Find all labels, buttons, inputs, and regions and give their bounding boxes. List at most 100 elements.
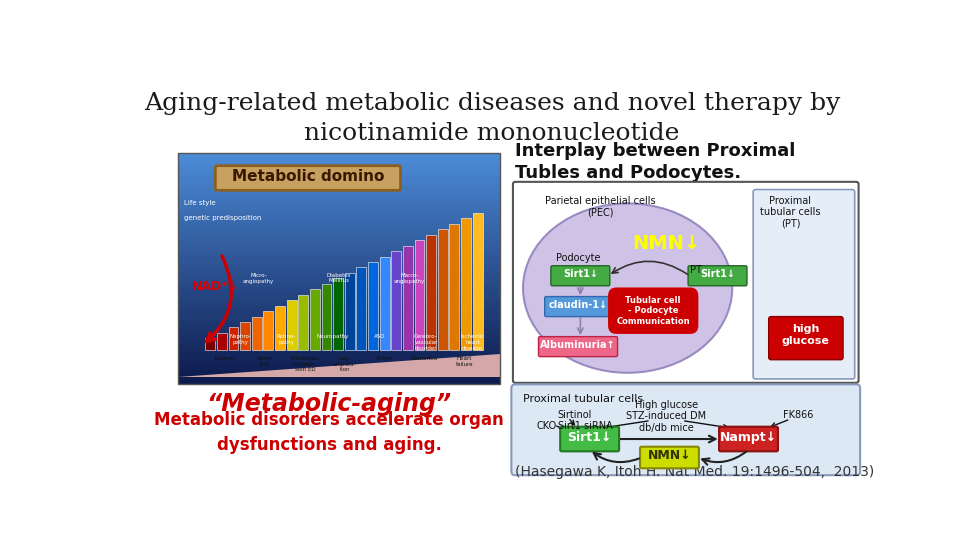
Bar	[179, 324, 500, 329]
Bar	[179, 208, 500, 213]
Bar	[228, 327, 238, 350]
Text: NMN↓: NMN↓	[648, 449, 691, 462]
Bar	[179, 356, 500, 361]
FancyBboxPatch shape	[544, 296, 612, 316]
Bar	[205, 338, 215, 350]
Bar	[179, 273, 500, 278]
Bar	[179, 375, 500, 380]
FancyBboxPatch shape	[539, 336, 617, 356]
Text: Cerebro-
vascular
disorder: Cerebro- vascular disorder	[415, 334, 438, 351]
Bar	[179, 296, 500, 301]
Bar	[179, 315, 500, 320]
Bar	[392, 251, 401, 350]
Text: Diabetes
Mellitus: Diabetes Mellitus	[326, 273, 351, 284]
Text: Proximal
tubular cells
(PT): Proximal tubular cells (PT)	[760, 195, 821, 229]
Bar	[179, 287, 500, 292]
Text: Proximal tubular cells: Proximal tubular cells	[523, 394, 643, 404]
Bar	[179, 190, 500, 195]
Bar	[179, 310, 500, 315]
Text: genetic predisposition: genetic predisposition	[184, 215, 262, 221]
Text: Vision
loss: Vision loss	[257, 356, 274, 367]
Text: Metabolic disorders accelerate organ
dysfunctions and aging.: Metabolic disorders accelerate organ dys…	[155, 411, 504, 454]
Bar	[179, 301, 500, 306]
Bar	[310, 289, 320, 350]
Text: Orthostatic
hypoten-
sion ED: Orthostatic hypoten- sion ED	[290, 356, 321, 373]
Text: CKO: CKO	[537, 421, 557, 430]
Text: Nephro-
pathy: Nephro- pathy	[229, 334, 252, 345]
Text: “Metabolic-aging”: “Metabolic-aging”	[206, 392, 452, 416]
Text: Heart
failure: Heart failure	[456, 356, 473, 367]
Bar	[179, 227, 500, 232]
Bar	[179, 241, 500, 246]
FancyBboxPatch shape	[215, 166, 400, 190]
Text: Sirt1↓: Sirt1↓	[567, 431, 612, 444]
Text: Micro-
angiopathy: Micro- angiopathy	[243, 273, 275, 284]
Text: ASO: ASO	[373, 334, 385, 339]
FancyArrowPatch shape	[702, 451, 746, 465]
Bar	[179, 181, 500, 186]
Text: FK866: FK866	[783, 410, 813, 420]
Bar	[179, 264, 500, 269]
FancyArrowPatch shape	[612, 261, 687, 274]
Bar	[179, 232, 500, 237]
Bar	[403, 246, 413, 350]
Bar	[345, 273, 354, 350]
FancyBboxPatch shape	[551, 266, 610, 286]
FancyBboxPatch shape	[719, 427, 778, 451]
Text: claudin-1↓: claudin-1↓	[548, 300, 608, 310]
Bar	[179, 245, 500, 251]
Text: (Hasegawa K, Itoh H. Nat Med. 19:1496-504,  2013): (Hasegawa K, Itoh H. Nat Med. 19:1496-50…	[516, 465, 875, 479]
FancyArrowPatch shape	[206, 256, 231, 341]
Text: Tubular cell
- Podocyte
Communication: Tubular cell - Podocyte Communication	[616, 296, 690, 326]
Bar	[179, 319, 500, 325]
Text: Sirt1↓: Sirt1↓	[700, 269, 735, 279]
Bar	[322, 284, 331, 350]
Bar	[426, 235, 436, 350]
Bar	[179, 306, 500, 310]
Text: Dialysis: Dialysis	[214, 356, 236, 361]
Bar	[179, 379, 500, 384]
Bar	[356, 267, 367, 350]
Bar	[461, 218, 471, 350]
FancyBboxPatch shape	[769, 316, 843, 360]
Bar	[179, 366, 500, 370]
Bar	[368, 262, 378, 350]
FancyArrowPatch shape	[627, 293, 686, 303]
Bar	[179, 282, 500, 287]
Bar	[179, 222, 500, 227]
Bar	[299, 295, 308, 350]
Bar	[179, 167, 500, 172]
Bar	[179, 194, 500, 200]
Text: Ischemic
heart
disease: Ischemic heart disease	[461, 334, 485, 351]
Bar	[179, 361, 500, 366]
FancyBboxPatch shape	[640, 447, 699, 468]
Text: Life style: Life style	[184, 200, 216, 206]
Ellipse shape	[523, 204, 732, 373]
Bar	[179, 268, 500, 273]
Bar	[179, 218, 500, 222]
Bar	[438, 230, 447, 350]
Bar	[179, 213, 500, 218]
Text: Leg
amputa-
tion: Leg amputa- tion	[333, 356, 356, 373]
Text: Podocyte: Podocyte	[556, 253, 600, 264]
Bar	[379, 256, 390, 350]
Bar	[179, 333, 500, 338]
Text: PT: PT	[689, 265, 702, 275]
Text: Neuropathy: Neuropathy	[317, 334, 349, 339]
Bar	[179, 342, 500, 347]
Bar	[275, 306, 285, 350]
Bar	[179, 259, 500, 264]
Text: Retino-
pathy: Retino- pathy	[276, 334, 297, 345]
Bar	[179, 162, 500, 167]
Bar	[179, 199, 500, 204]
Bar	[263, 311, 274, 350]
Text: Albuminuria↑: Albuminuria↑	[540, 340, 615, 350]
Bar	[449, 224, 459, 350]
Bar	[179, 328, 500, 334]
Text: Macro-
angiopathy: Macro- angiopathy	[394, 273, 425, 284]
Bar	[240, 322, 250, 350]
Text: Aging-related metabolic diseases and novel therapy by
nicotinamide mononucleotid: Aging-related metabolic diseases and nov…	[144, 92, 840, 145]
Bar	[179, 250, 500, 255]
Bar	[179, 176, 500, 181]
Text: Nampt↓: Nampt↓	[720, 431, 777, 444]
